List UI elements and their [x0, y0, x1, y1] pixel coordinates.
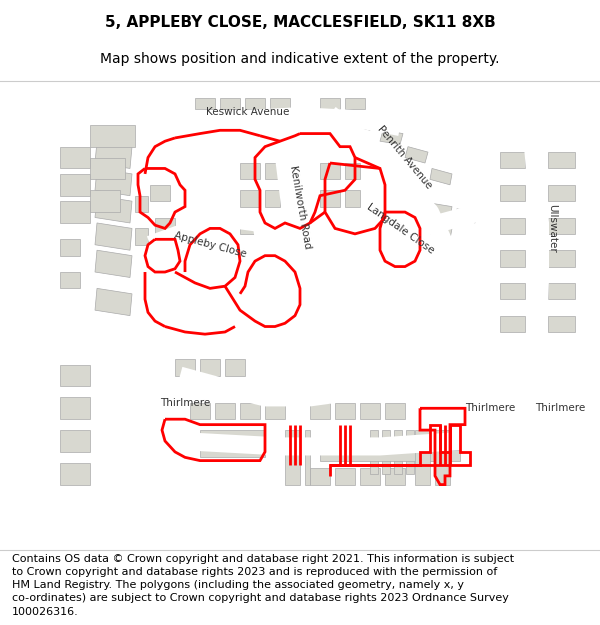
Polygon shape	[155, 217, 175, 234]
Polygon shape	[345, 98, 365, 109]
Polygon shape	[548, 217, 575, 234]
Polygon shape	[265, 403, 285, 419]
Text: 5, APPLEBY CLOSE, MACCLESFIELD, SK11 8XB: 5, APPLEBY CLOSE, MACCLESFIELD, SK11 8XB	[104, 15, 496, 30]
Polygon shape	[60, 174, 90, 196]
Polygon shape	[360, 468, 380, 484]
Polygon shape	[285, 430, 300, 484]
Polygon shape	[60, 462, 90, 484]
Polygon shape	[265, 163, 280, 179]
Polygon shape	[195, 98, 215, 109]
Polygon shape	[240, 403, 260, 419]
Text: Ullswater: Ullswater	[547, 204, 557, 252]
Polygon shape	[95, 288, 132, 316]
Polygon shape	[335, 468, 355, 484]
Text: Map shows position and indicative extent of the property.: Map shows position and indicative extent…	[100, 51, 500, 66]
Polygon shape	[135, 196, 148, 212]
Polygon shape	[548, 316, 575, 332]
Polygon shape	[240, 190, 260, 207]
Polygon shape	[60, 430, 90, 452]
Polygon shape	[265, 190, 280, 207]
Polygon shape	[240, 217, 260, 234]
Polygon shape	[430, 169, 452, 185]
Polygon shape	[345, 163, 360, 179]
Polygon shape	[415, 430, 430, 484]
Text: Langdale Close: Langdale Close	[365, 201, 436, 256]
Polygon shape	[380, 130, 403, 144]
Polygon shape	[215, 403, 235, 419]
Polygon shape	[370, 430, 378, 474]
Polygon shape	[406, 430, 414, 474]
Polygon shape	[60, 239, 80, 256]
Polygon shape	[95, 141, 132, 169]
Polygon shape	[310, 468, 330, 484]
Polygon shape	[500, 250, 525, 267]
Text: Thirlmere: Thirlmere	[160, 398, 210, 408]
Polygon shape	[175, 359, 195, 376]
Polygon shape	[200, 359, 220, 376]
Text: Contains OS data © Crown copyright and database right 2021. This information is : Contains OS data © Crown copyright and d…	[12, 554, 514, 616]
Polygon shape	[548, 283, 575, 299]
Polygon shape	[225, 359, 245, 376]
Polygon shape	[270, 98, 290, 109]
Polygon shape	[500, 316, 525, 332]
Polygon shape	[240, 163, 260, 179]
Polygon shape	[548, 185, 575, 201]
Polygon shape	[430, 225, 452, 239]
Polygon shape	[95, 196, 132, 223]
Polygon shape	[220, 98, 240, 109]
Polygon shape	[394, 430, 402, 474]
Polygon shape	[200, 430, 265, 457]
Polygon shape	[345, 190, 360, 207]
Text: Appleby Close: Appleby Close	[173, 231, 247, 259]
Polygon shape	[190, 403, 210, 419]
Polygon shape	[150, 185, 170, 201]
Text: Penrith Avenue: Penrith Avenue	[376, 124, 434, 191]
Polygon shape	[548, 152, 575, 169]
Polygon shape	[548, 250, 575, 267]
Polygon shape	[320, 98, 340, 109]
Text: Thirlmere: Thirlmere	[465, 403, 515, 413]
Polygon shape	[320, 450, 460, 461]
Polygon shape	[360, 403, 380, 419]
Polygon shape	[382, 430, 390, 474]
Polygon shape	[405, 147, 428, 163]
Polygon shape	[135, 228, 148, 245]
Polygon shape	[305, 430, 310, 484]
Polygon shape	[350, 114, 373, 130]
Polygon shape	[385, 403, 405, 419]
Polygon shape	[60, 272, 80, 288]
Polygon shape	[430, 203, 452, 217]
Polygon shape	[320, 190, 340, 207]
Polygon shape	[455, 209, 477, 223]
Polygon shape	[60, 147, 90, 169]
Polygon shape	[95, 223, 132, 250]
Polygon shape	[90, 125, 135, 147]
Polygon shape	[95, 169, 132, 196]
Polygon shape	[320, 163, 340, 179]
Polygon shape	[60, 398, 90, 419]
Text: Keswick Avenue: Keswick Avenue	[206, 107, 290, 117]
Polygon shape	[385, 468, 405, 484]
Polygon shape	[90, 190, 120, 212]
Polygon shape	[335, 403, 355, 419]
Polygon shape	[95, 250, 132, 278]
Polygon shape	[500, 185, 525, 201]
Polygon shape	[245, 98, 265, 109]
Polygon shape	[500, 283, 525, 299]
Polygon shape	[60, 201, 90, 223]
Polygon shape	[500, 152, 525, 169]
Polygon shape	[60, 364, 90, 386]
Polygon shape	[310, 403, 330, 419]
Polygon shape	[500, 217, 525, 234]
Text: Thirlmere: Thirlmere	[535, 403, 585, 413]
Polygon shape	[435, 430, 450, 484]
Text: Kenilworth Road: Kenilworth Road	[288, 164, 312, 249]
Polygon shape	[90, 158, 125, 179]
